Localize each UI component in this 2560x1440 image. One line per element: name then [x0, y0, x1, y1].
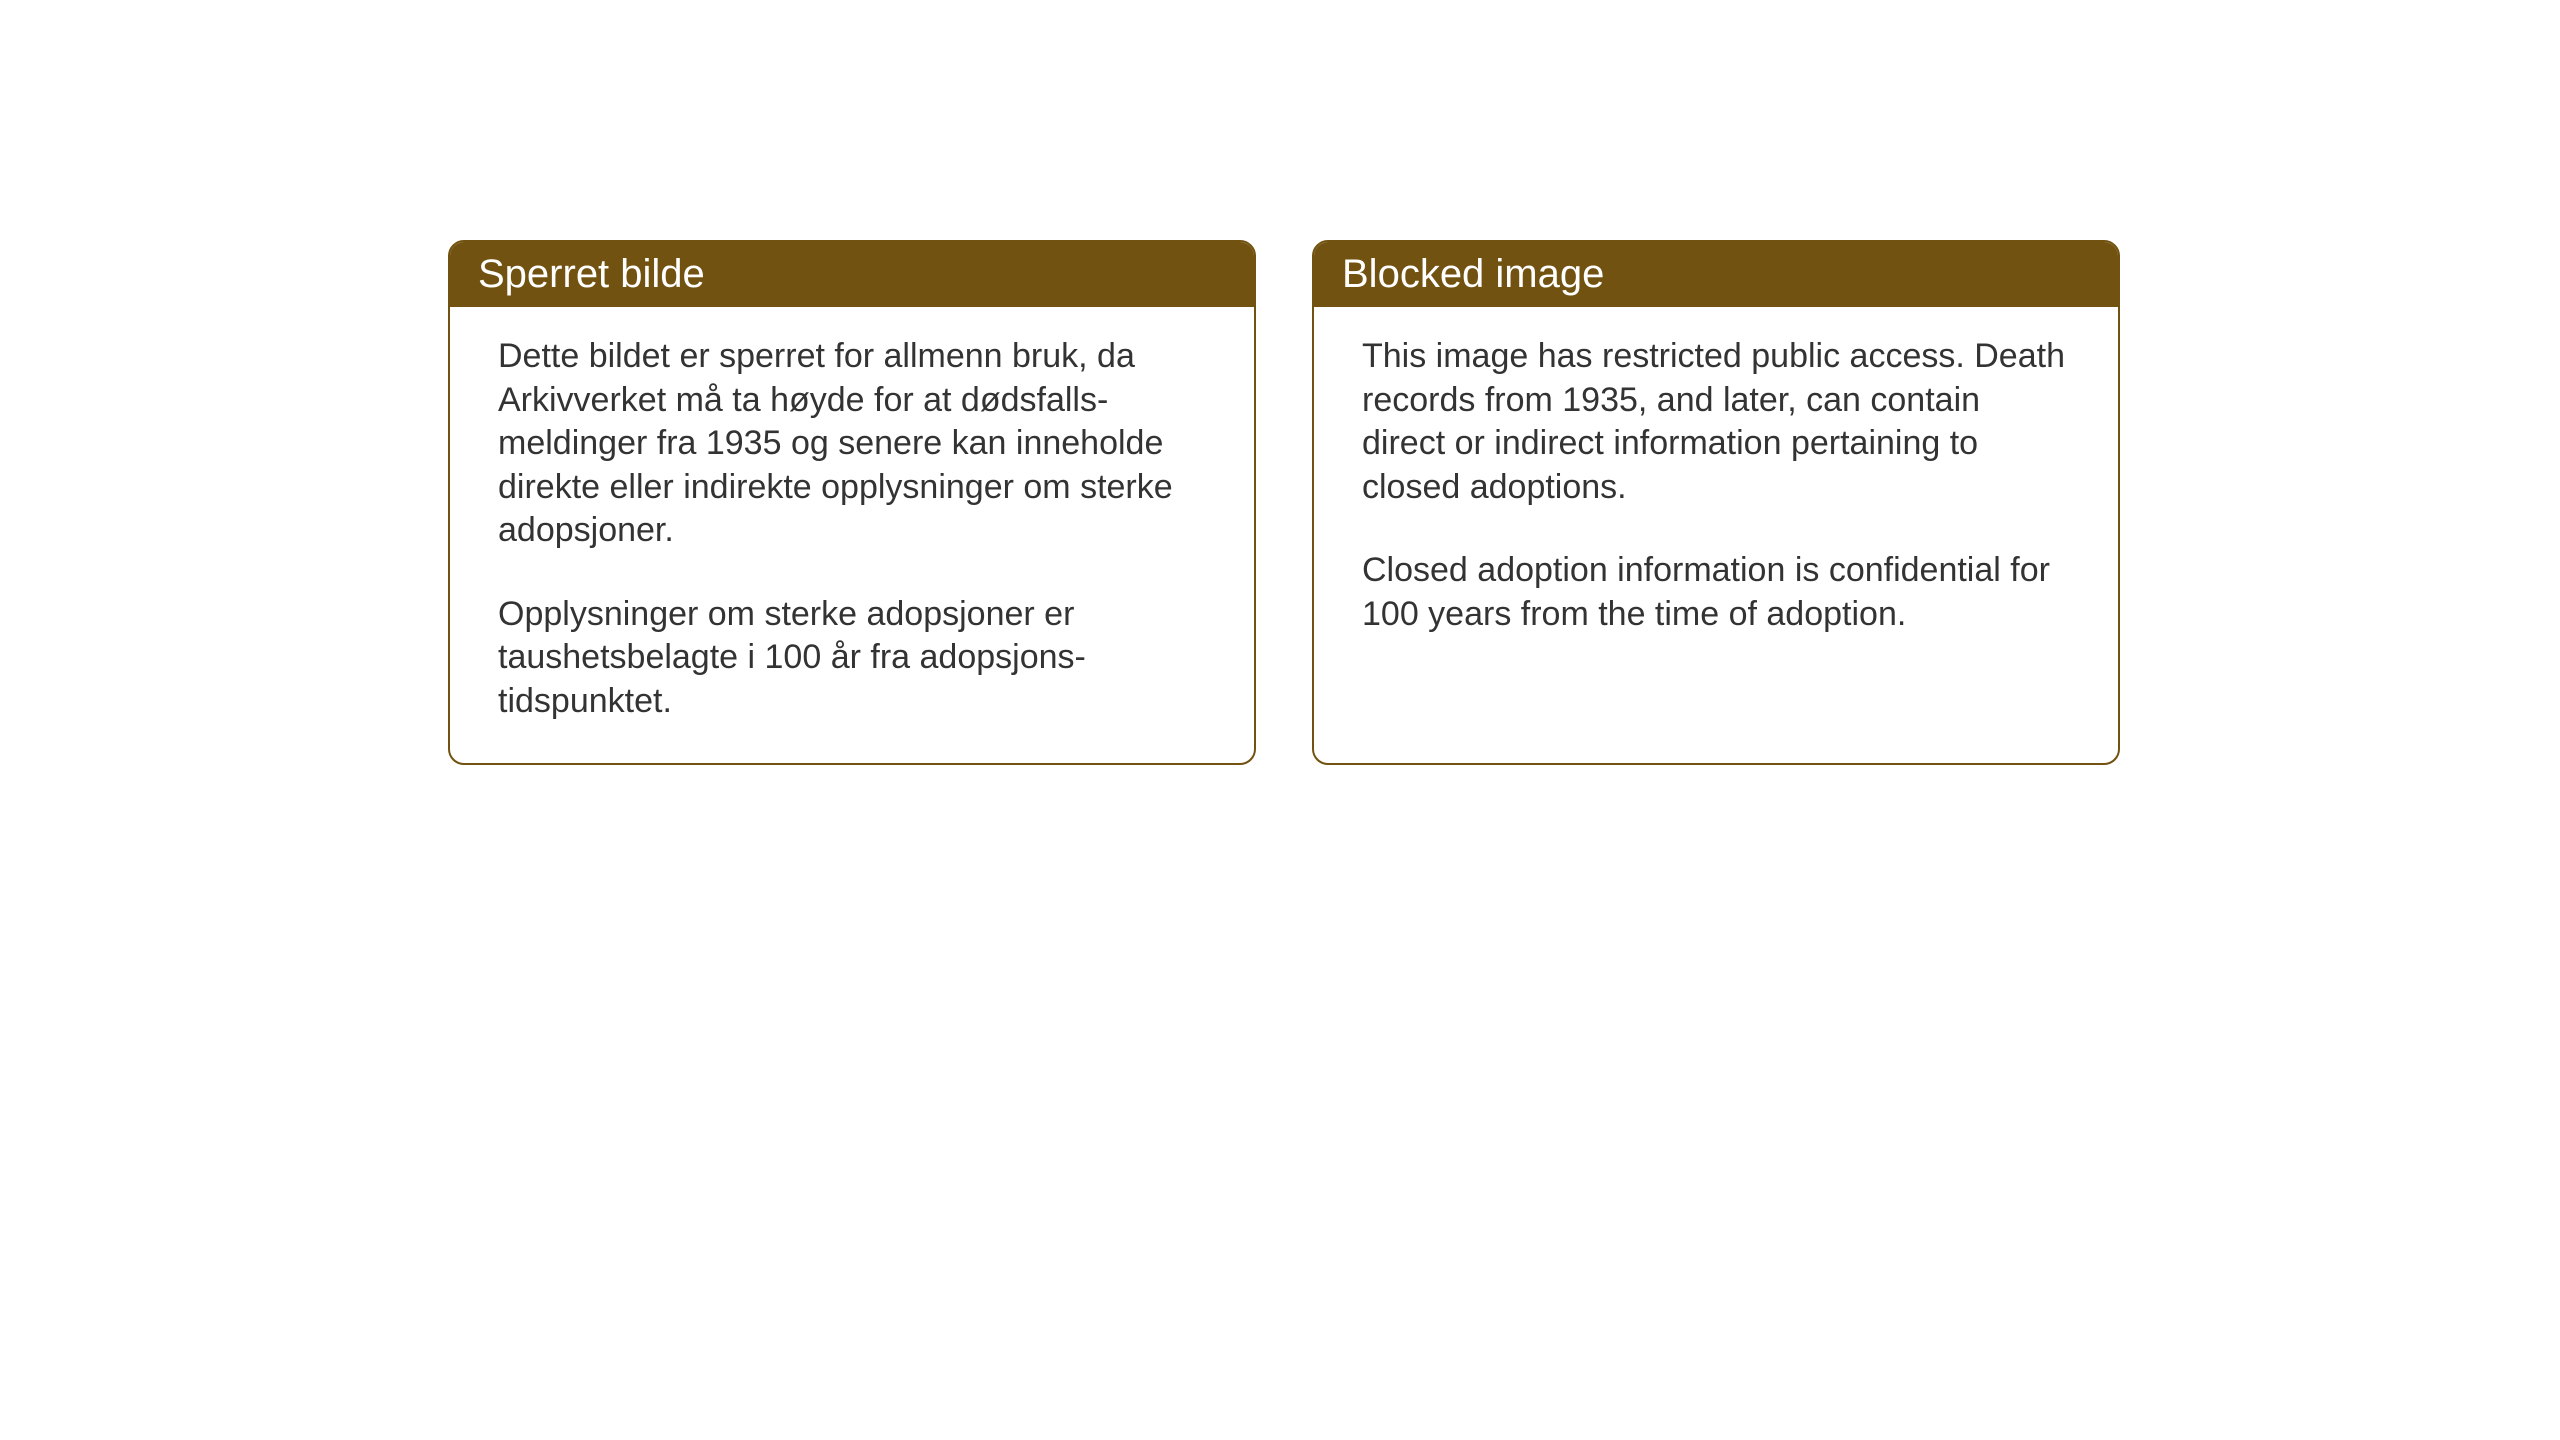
english-card-title: Blocked image — [1342, 252, 1604, 296]
english-paragraph-1: This image has restricted public access.… — [1362, 335, 2070, 509]
english-card-body: This image has restricted public access.… — [1314, 307, 2118, 676]
norwegian-paragraph-1: Dette bildet er sperret for allmenn bruk… — [498, 335, 1206, 553]
norwegian-card-body: Dette bildet er sperret for allmenn bruk… — [450, 307, 1254, 763]
norwegian-notice-card: Sperret bilde Dette bildet er sperret fo… — [448, 240, 1256, 765]
norwegian-card-title: Sperret bilde — [478, 252, 705, 296]
english-paragraph-2: Closed adoption information is confident… — [1362, 549, 2070, 636]
notice-container: Sperret bilde Dette bildet er sperret fo… — [448, 240, 2120, 765]
english-notice-card: Blocked image This image has restricted … — [1312, 240, 2120, 765]
norwegian-paragraph-2: Opplysninger om sterke adopsjoner er tau… — [498, 593, 1206, 724]
norwegian-card-header: Sperret bilde — [450, 242, 1254, 307]
english-card-header: Blocked image — [1314, 242, 2118, 307]
